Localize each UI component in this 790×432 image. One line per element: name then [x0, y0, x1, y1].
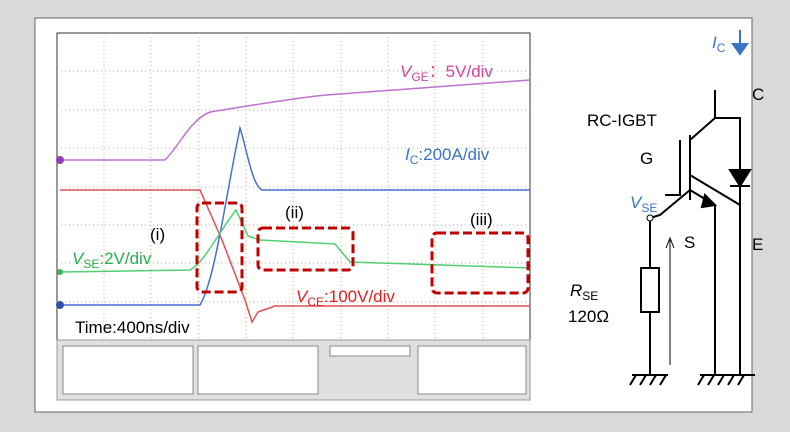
sense-node: [647, 215, 653, 221]
vse-marker: [57, 269, 63, 275]
status-blocks: [63, 346, 526, 394]
vge-sub: GE: [411, 70, 428, 84]
vse-sub: SE: [83, 257, 99, 271]
circuit-vse-sub: SE: [641, 201, 657, 215]
oscilloscope: VGE：5V/div IC:200A/div VSE:2V/div VCE:10…: [56, 33, 530, 400]
ic-rest: :200A/div: [418, 145, 489, 164]
circuit-ic-sub: C: [717, 41, 726, 55]
resistance-label: 120Ω: [568, 307, 609, 326]
vce-rest: :100V/div: [324, 287, 395, 306]
region-label: (i): [150, 225, 165, 244]
vge-marker: [56, 156, 64, 164]
gate-label: G: [640, 149, 653, 168]
vce-sub: CE: [307, 295, 324, 309]
vse-rest: :2V/div: [99, 249, 151, 268]
device-label: RC-IGBT: [587, 111, 657, 130]
emitter-label: E: [752, 235, 763, 254]
figure: VGE：5V/div IC:200A/div VSE:2V/div VCE:10…: [0, 0, 790, 432]
rse-sub: SE: [582, 289, 598, 303]
sense-label: S: [684, 233, 695, 252]
rse-main: R: [570, 281, 582, 300]
time-label: Time:400ns/div: [75, 318, 190, 337]
region-label: (iii): [470, 210, 493, 229]
vge-rest: ：5V/div: [429, 62, 494, 81]
region-label: (ii): [285, 203, 304, 222]
ic-label: IC:200A/div: [405, 145, 490, 167]
collector-label: C: [752, 85, 764, 104]
ic-sub: C: [410, 153, 419, 167]
ic-marker: [56, 301, 64, 309]
